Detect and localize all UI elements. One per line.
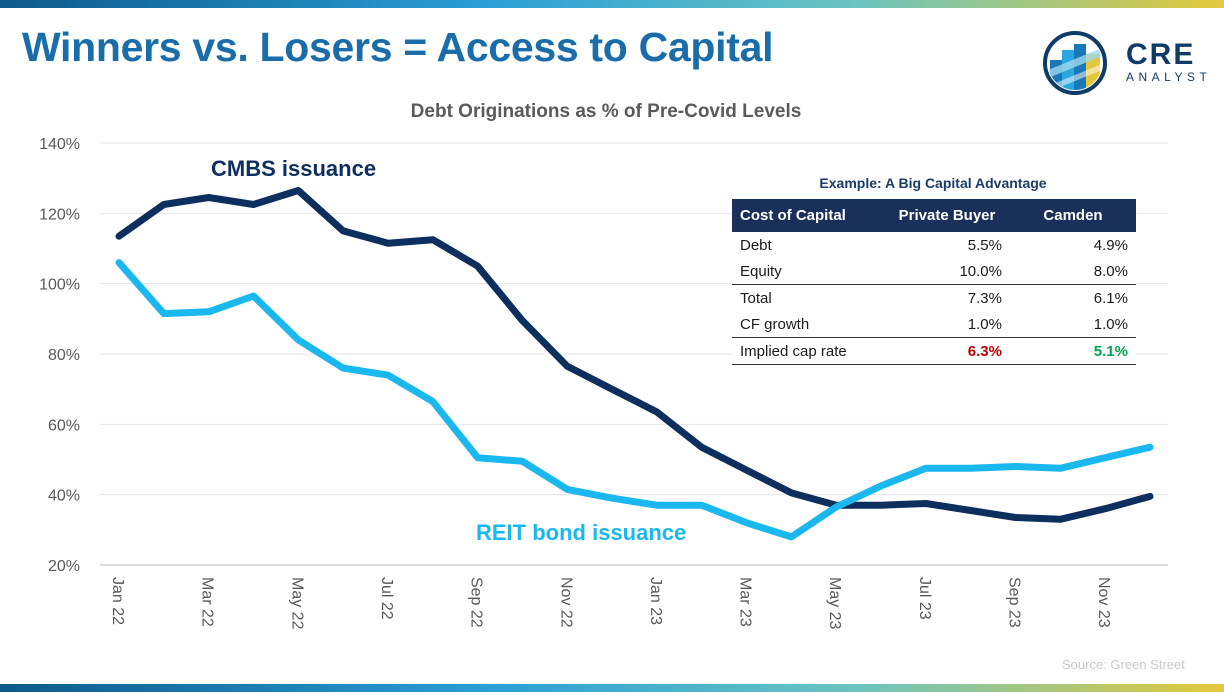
- header-private-buyer: Private Buyer: [884, 199, 1010, 232]
- table-title: Example: A Big Capital Advantage: [819, 175, 1047, 191]
- row-label: Equity: [732, 258, 884, 285]
- x-tick-label: Sep 22: [468, 577, 485, 628]
- x-tick-label: Nov 23: [1095, 577, 1112, 628]
- top-accent-bar: [0, 0, 1224, 8]
- cre-analyst-logo: CRE ANALYST: [1042, 30, 1212, 96]
- table-row: CF growth 1.0% 1.0%: [732, 311, 1136, 338]
- x-tick-label: May 22: [288, 577, 305, 630]
- y-tick-label: 120%: [39, 206, 80, 223]
- x-tick-label: Nov 22: [557, 577, 574, 628]
- bottom-accent-bar: [0, 684, 1224, 692]
- x-tick-label: Jul 22: [378, 577, 395, 620]
- row-label: Debt: [740, 236, 772, 254]
- camden-cap-rate: 5.1%: [1010, 337, 1136, 365]
- x-tick-label: Jan 23: [647, 577, 664, 625]
- reit-bond-issuance-line: [115, 259, 1154, 541]
- table-row: Total 7.3% 6.1%: [732, 285, 1136, 312]
- y-tick-label: 100%: [39, 277, 80, 294]
- row-label: CF growth: [732, 311, 884, 338]
- table-row: Equity 10.0% 8.0%: [732, 258, 1136, 285]
- private-buyer-value: 7.3%: [967, 289, 1002, 307]
- logo-emblem-icon: [1043, 31, 1107, 95]
- y-tick-label: 20%: [48, 558, 80, 575]
- x-tick-label: Mar 23: [737, 577, 754, 627]
- header-cost-of-capital: Cost of Capital: [732, 199, 884, 232]
- cost-of-capital-table: Cost of Capital Private Buyer Camden Deb…: [732, 199, 1136, 365]
- y-tick-label: 140%: [39, 136, 80, 153]
- x-tick-label: Jan 22: [109, 577, 126, 625]
- x-tick-label: Jul 23: [916, 577, 933, 620]
- y-tick-label: 40%: [48, 488, 80, 505]
- private-buyer-value: 10.0%: [884, 258, 1010, 285]
- logo-wordmark: CRE: [1126, 38, 1196, 71]
- table-row: Debt 5.5% 4.9%: [732, 232, 1136, 258]
- x-tick-label: Mar 22: [199, 577, 216, 627]
- row-label: Implied cap rate: [732, 337, 884, 365]
- source-note: Source: Green Street: [1062, 657, 1185, 672]
- row-label: Total: [740, 289, 772, 307]
- table-row: Implied cap rate 6.3% 5.1%: [732, 337, 1136, 365]
- private-buyer-value: 1.0%: [884, 311, 1010, 338]
- x-tick-label: Sep 23: [1006, 577, 1023, 628]
- reit-series-label: REIT bond issuance: [476, 520, 686, 545]
- logo-subtitle: ANALYST: [1126, 70, 1212, 84]
- y-tick-label: 60%: [48, 417, 80, 434]
- x-tick-label: May 23: [826, 577, 843, 630]
- camden-value: 6.1%: [1093, 289, 1128, 307]
- private-buyer-value: 5.5%: [967, 236, 1002, 254]
- page-title: Winners vs. Losers = Access to Capital: [22, 24, 774, 70]
- chart-title: Debt Originations as % of Pre-Covid Leve…: [410, 101, 802, 122]
- private-buyer-cap-rate: 6.3%: [884, 337, 1010, 365]
- cmbs-series-label: CMBS issuance: [211, 156, 376, 181]
- cmbs-issuance-line: [115, 187, 1154, 523]
- camden-value: 8.0%: [1010, 258, 1136, 285]
- table-header-row: Cost of Capital Private Buyer Camden: [732, 199, 1136, 232]
- header-camden: Camden: [1010, 199, 1136, 232]
- y-tick-label: 80%: [48, 347, 80, 364]
- camden-value: 1.0%: [1010, 311, 1136, 338]
- camden-value: 4.9%: [1093, 236, 1128, 254]
